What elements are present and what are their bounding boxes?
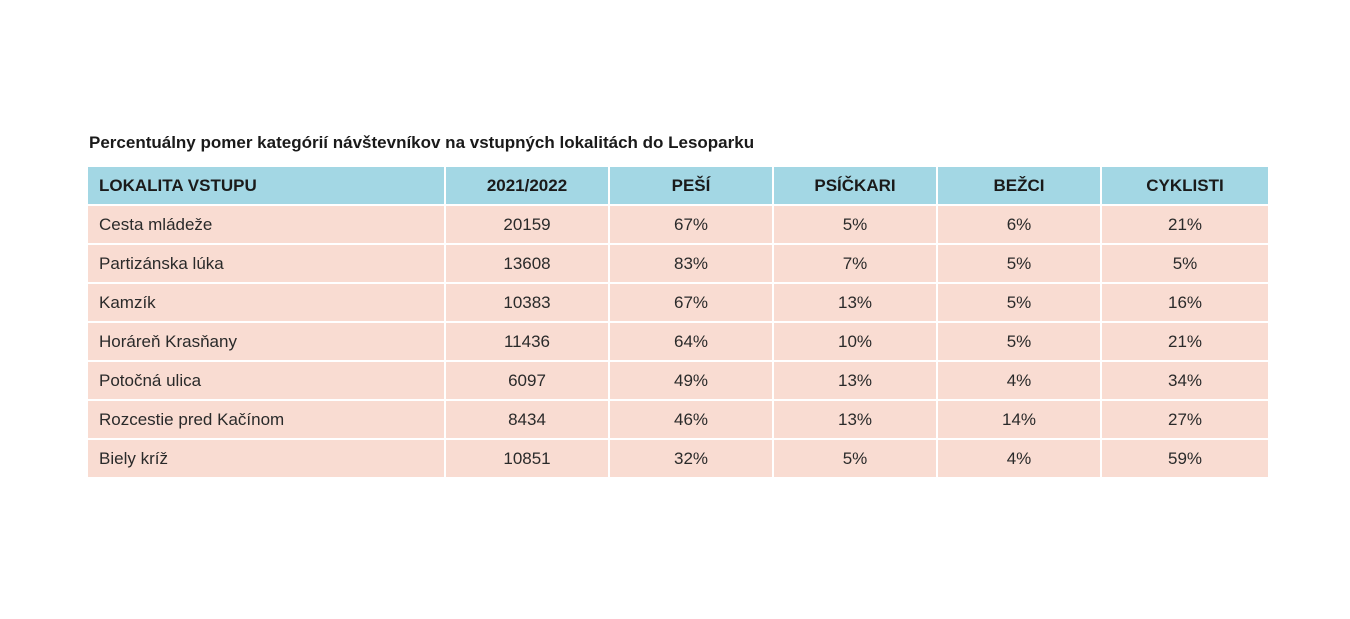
cell-pesi: 64% — [609, 322, 774, 362]
cell-cyklisti: 16% — [1101, 283, 1268, 323]
cell-visitors: 10383 — [445, 283, 610, 323]
cell-bezci: 5% — [937, 322, 1102, 362]
cell-visitors: 13608 — [445, 244, 610, 284]
cell-cyklisti: 5% — [1101, 244, 1268, 284]
cell-pesi: 67% — [609, 283, 774, 323]
table-row: Kamzík 10383 67% 13% 5% 16% — [88, 283, 1268, 323]
cell-psickari: 10% — [773, 322, 938, 362]
cell-lokalita: Rozcestie pred Kačínom — [88, 400, 446, 440]
cell-pesi: 49% — [609, 361, 774, 401]
table-row: Partizánska lúka 13608 83% 7% 5% 5% — [88, 244, 1268, 284]
table-row: Cesta mládeže 20159 67% 5% 6% 21% — [88, 205, 1268, 245]
table-row: Biely kríž 10851 32% 5% 4% 59% — [88, 439, 1268, 479]
table-body: Cesta mládeže 20159 67% 5% 6% 21% Partizánska … — [88, 205, 1268, 479]
cell-cyklisti: 34% — [1101, 361, 1268, 401]
cell-visitors: 10851 — [445, 439, 610, 479]
table-title: Percentuálny pomer kategórií návštevníko… — [89, 133, 755, 152]
cell-cyklisti: 27% — [1101, 400, 1268, 440]
cell-bezci: 6% — [937, 205, 1102, 245]
cell-visitors: 8434 — [445, 400, 610, 440]
column-header-psickari: PSÍČKARI — [773, 167, 938, 206]
cell-lokalita: Potočná ulica — [88, 361, 446, 401]
cell-visitors: 20159 — [445, 205, 610, 245]
table-row: Potočná ulica 6097 49% 13% 4% 34% — [88, 361, 1268, 401]
cell-cyklisti: 21% — [1101, 322, 1268, 362]
cell-pesi: 67% — [609, 205, 774, 245]
cell-bezci: 5% — [937, 283, 1102, 323]
cell-pesi: 46% — [609, 400, 774, 440]
cell-psickari: 13% — [773, 400, 938, 440]
cell-psickari: 5% — [773, 205, 938, 245]
table-row: Rozcestie pred Kačínom 8434 46% 13% 14% 27% — [88, 400, 1268, 440]
cell-pesi: 83% — [609, 244, 774, 284]
cell-lokalita: Partizánska lúka — [88, 244, 446, 284]
cell-cyklisti: 21% — [1101, 205, 1268, 245]
cell-lokalita: Cesta mládeže — [88, 205, 446, 245]
cell-visitors: 6097 — [445, 361, 610, 401]
cell-psickari: 5% — [773, 439, 938, 479]
cell-psickari: 13% — [773, 361, 938, 401]
cell-visitors: 11436 — [445, 322, 610, 362]
cell-lokalita: Biely kríž — [88, 439, 446, 479]
cell-pesi: 32% — [609, 439, 774, 479]
column-header-cyklisti: CYKLISTI — [1101, 167, 1268, 206]
cell-lokalita: Horáreň Krasňany — [88, 322, 446, 362]
cell-bezci: 4% — [937, 361, 1102, 401]
column-header-pesi: PEŠÍ — [609, 167, 774, 206]
cell-lokalita: Kamzík — [88, 283, 446, 323]
cell-cyklisti: 59% — [1101, 439, 1268, 479]
cell-bezci: 5% — [937, 244, 1102, 284]
table-row: Horáreň Krasňany 11436 64% 10% 5% 21% — [88, 322, 1268, 362]
visitor-category-table: LOKALITA VSTUPU 2021/2022 PEŠÍ PSÍČKARI … — [88, 167, 1268, 479]
cell-psickari: 13% — [773, 283, 938, 323]
column-header-lokalita: LOKALITA VSTUPU — [88, 167, 446, 206]
cell-bezci: 14% — [937, 400, 1102, 440]
column-header-bezci: BEŽCI — [937, 167, 1102, 206]
cell-psickari: 7% — [773, 244, 938, 284]
table-header-row: LOKALITA VSTUPU 2021/2022 PEŠÍ PSÍČKARI … — [88, 167, 1268, 206]
cell-bezci: 4% — [937, 439, 1102, 479]
column-header-visitors-2021-2022: 2021/2022 — [445, 167, 610, 206]
